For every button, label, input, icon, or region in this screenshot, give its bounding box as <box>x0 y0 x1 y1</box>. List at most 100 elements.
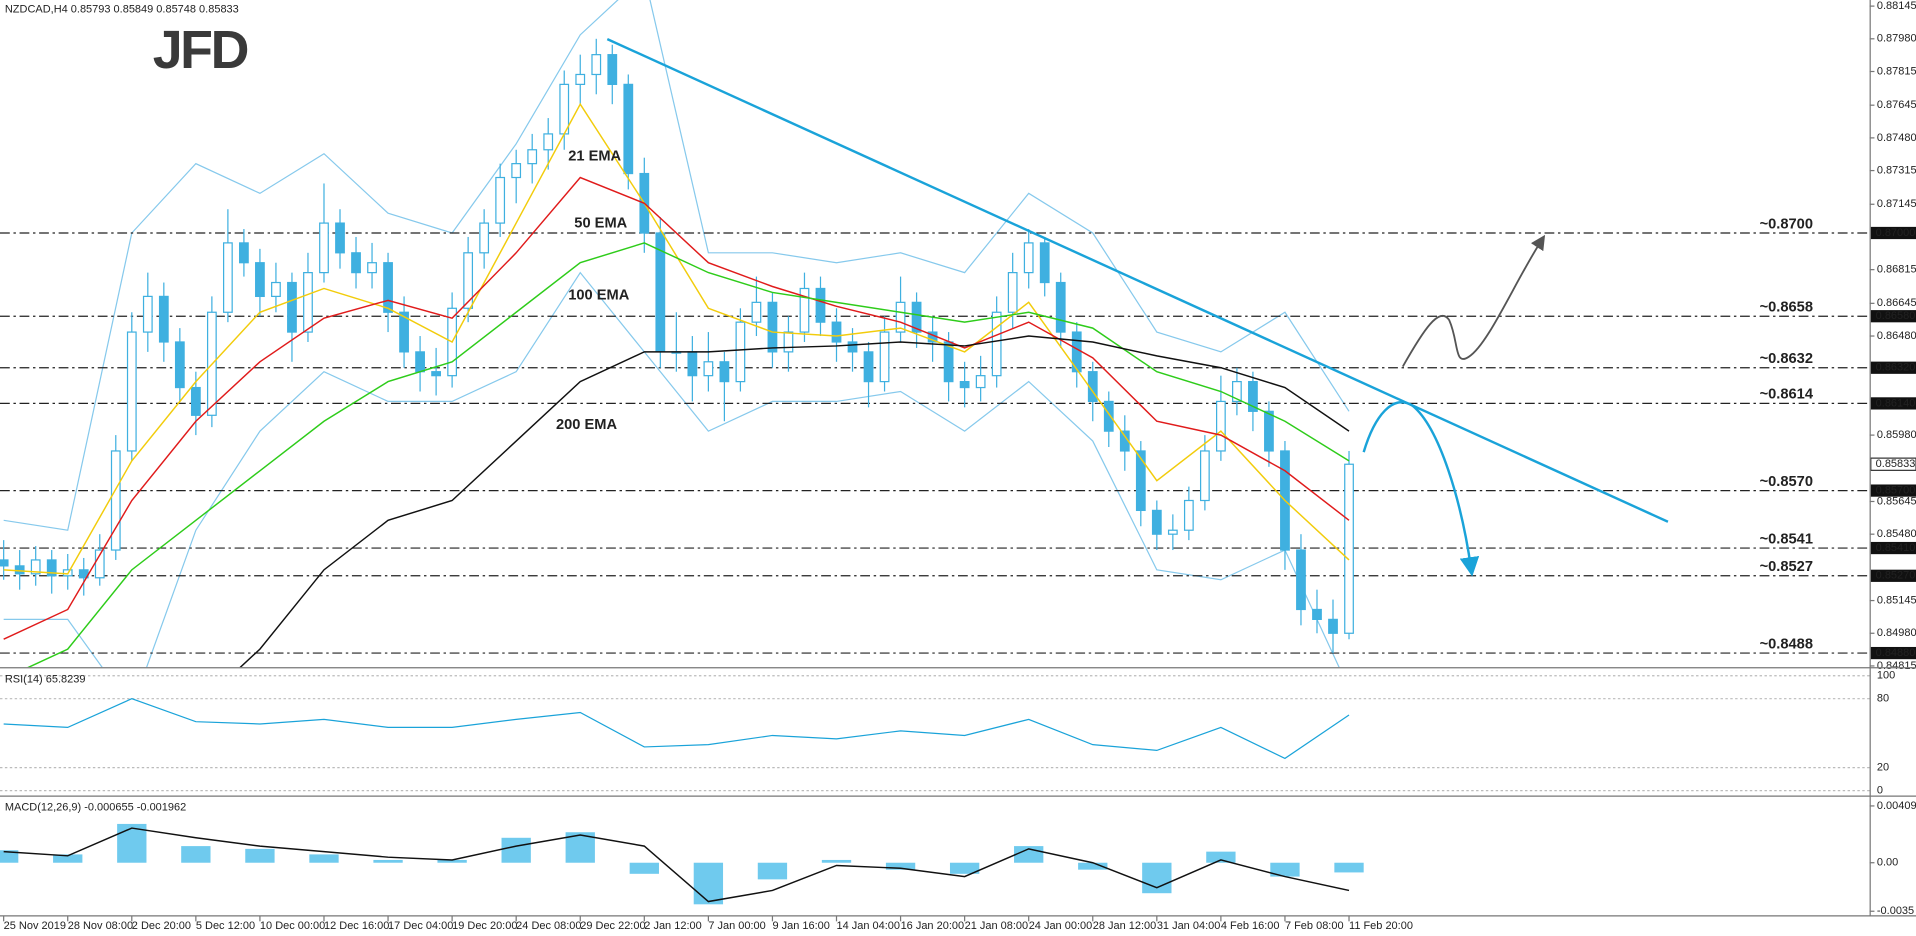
rsi-title: RSI(14) 65.8239 <box>5 673 86 685</box>
y-tick-label: 0.87980 <box>1877 33 1916 45</box>
y-tick-label: 0.87815 <box>1877 65 1916 77</box>
ema-label: 200 EMA <box>556 417 618 433</box>
candle-body <box>623 83 634 175</box>
level-label: ~0.8632 <box>1760 351 1813 367</box>
candle-body <box>895 301 906 333</box>
level-label: ~0.8527 <box>1760 559 1813 575</box>
candle-body <box>847 341 858 353</box>
candle-body <box>1039 242 1050 284</box>
macd-bar <box>181 846 211 863</box>
level-label: ~0.8570 <box>1760 474 1813 490</box>
rsi-panel <box>0 675 1870 792</box>
ema-label: 100 EMA <box>568 288 630 304</box>
candle-body <box>1103 400 1114 432</box>
x-tick-label: 24 Dec 08:00 <box>516 920 581 932</box>
candle-body <box>911 301 922 333</box>
macd-bar <box>245 848 275 863</box>
y-tick-label: 0.88145 <box>1877 0 1916 12</box>
y-tick-label: 0.85145 <box>1877 594 1916 606</box>
y-tick-label: 0.86480 <box>1877 330 1916 342</box>
x-tick-label: 5 Dec 12:00 <box>196 920 255 932</box>
macd-bar <box>1270 862 1300 877</box>
candle-body <box>1055 281 1066 333</box>
candle-body <box>1264 410 1274 452</box>
x-tick-label: 25 Nov 2019 <box>4 920 66 932</box>
signal-line <box>3 827 1350 903</box>
axes: 0.88145 0.87980 0.87815 0.87645 0.87480 0.873… <box>3 0 1916 932</box>
candle-body <box>799 287 810 333</box>
macd-bar <box>1078 862 1108 870</box>
x-tick-label: 28 Jan 12:00 <box>1093 920 1157 932</box>
bollinger-band <box>3 271 1340 668</box>
candle-body <box>1135 450 1146 512</box>
level-axis-label: 0.85270 <box>1876 570 1916 582</box>
level-axis-box <box>1870 484 1916 497</box>
level-axis-label: 0.86580 <box>1876 310 1916 322</box>
level-label: ~0.8541 <box>1760 531 1813 547</box>
x-tick-label: 24 Jan 00:00 <box>1029 920 1093 932</box>
candle-body <box>383 262 393 313</box>
candle-body <box>223 242 233 313</box>
macd-bar <box>0 850 19 863</box>
candle-body <box>142 295 153 333</box>
macd-bar <box>437 859 467 863</box>
candle-body <box>495 176 506 224</box>
y-tick-label: 80 <box>1877 693 1889 705</box>
candle-body <box>559 83 570 135</box>
candle-body <box>319 222 329 274</box>
x-tick-label: 17 Dec 04:00 <box>388 920 453 932</box>
candle-body <box>1023 242 1034 274</box>
candle-body <box>831 321 842 343</box>
candle-body <box>591 54 602 76</box>
x-tick-label: 16 Jan 20:00 <box>901 920 965 932</box>
candle-body <box>1232 380 1242 403</box>
candle-body <box>158 295 169 343</box>
candle-body <box>735 321 746 383</box>
x-tick-label: 21 Jan 08:00 <box>965 920 1029 932</box>
y-tick-label: 0.00 <box>1877 857 1898 869</box>
y-tick-label: 0.87315 <box>1877 164 1916 176</box>
candle-body <box>110 450 121 551</box>
candle-body <box>287 281 297 333</box>
candle-body <box>1344 463 1354 634</box>
candle-body <box>575 73 586 85</box>
ema-line <box>27 242 1350 668</box>
candle-body <box>190 386 201 416</box>
macd-bar <box>1142 862 1172 894</box>
x-tick-label: 2 Dec 20:00 <box>132 920 191 932</box>
level-axis-box <box>1870 310 1916 323</box>
candle-body <box>815 287 826 323</box>
level-label: ~0.8614 <box>1760 387 1814 403</box>
level-axis-box <box>1870 397 1916 410</box>
level-label: ~0.8658 <box>1760 300 1813 316</box>
candle-body <box>1183 499 1194 531</box>
macd-bar <box>949 862 980 874</box>
candle-body <box>271 281 281 298</box>
y-tick-label: 0.85480 <box>1877 528 1916 540</box>
x-tick-label: 19 Dec 20:00 <box>452 920 517 932</box>
candle-body <box>463 252 474 309</box>
candle-body <box>543 133 554 151</box>
y-tick-label: 0.84815 <box>1877 660 1916 672</box>
trendline <box>606 37 1669 523</box>
y-tick-label: 0.87645 <box>1877 99 1916 111</box>
ema-line <box>3 102 1350 575</box>
candle-body <box>126 331 137 452</box>
macd-bar <box>629 862 659 874</box>
x-tick-label: 7 Feb 08:00 <box>1285 920 1344 932</box>
scenario-arrow-up <box>1401 234 1546 368</box>
y-tick-label: 0.87480 <box>1877 132 1916 144</box>
y-tick-label: 0.87145 <box>1877 198 1916 210</box>
candle-body <box>959 380 970 389</box>
candle-body <box>335 222 345 254</box>
y-tick-label: 20 <box>1877 762 1889 774</box>
x-tick-label: 9 Jan 16:00 <box>772 920 829 932</box>
y-tick-label: 0.85980 <box>1877 429 1916 441</box>
level-axis-label: 0.87000 <box>1876 227 1916 239</box>
macd-bar <box>693 862 724 905</box>
price-panel <box>0 0 1870 668</box>
macd-panel <box>0 823 1364 905</box>
candle-body <box>879 331 890 383</box>
candle-body <box>1248 380 1258 412</box>
